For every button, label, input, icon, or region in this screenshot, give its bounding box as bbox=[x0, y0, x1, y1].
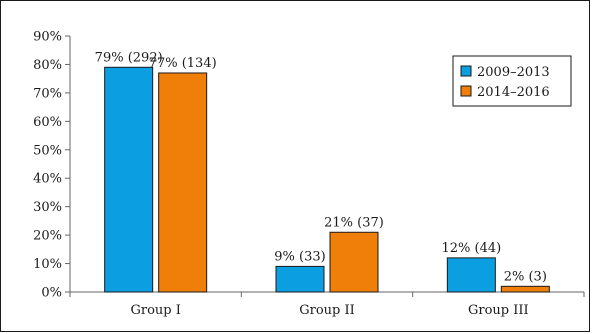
bar bbox=[446, 257, 496, 293]
y-tick-label: 50% bbox=[33, 143, 62, 158]
data-label: 79% (292) bbox=[95, 50, 163, 65]
legend-swatch bbox=[460, 65, 472, 77]
y-tick-label: 90% bbox=[33, 30, 62, 45]
legend-swatch bbox=[460, 85, 472, 97]
x-tick-label: Group II bbox=[299, 303, 355, 318]
x-tick-label: Group III bbox=[468, 303, 529, 318]
y-tick-label: 70% bbox=[33, 86, 62, 101]
y-tick-label: 60% bbox=[33, 115, 62, 130]
data-label: 12% (44) bbox=[441, 241, 501, 256]
legend-label: 2014–2016 bbox=[477, 85, 550, 100]
legend-box bbox=[452, 55, 572, 107]
x-tick-label: Group I bbox=[130, 303, 180, 318]
bar bbox=[104, 66, 154, 293]
data-label: 21% (37) bbox=[324, 215, 384, 230]
y-tick-label: 20% bbox=[33, 229, 62, 244]
bar bbox=[500, 285, 550, 293]
y-tick-label: 10% bbox=[33, 257, 62, 272]
data-label: 9% (33) bbox=[274, 249, 325, 264]
y-tick-label: 30% bbox=[33, 200, 62, 215]
data-labels: 79% (292) 9% (33) 12% (44) 77% (134) 21% (37… bbox=[95, 50, 547, 284]
bar bbox=[275, 265, 325, 293]
y-tick-label: 0% bbox=[41, 286, 62, 301]
bars bbox=[104, 66, 550, 293]
bar bbox=[329, 231, 379, 293]
y-tick-label: 40% bbox=[33, 172, 62, 187]
data-label: 2% (3) bbox=[504, 269, 547, 284]
y-tick-label: 80% bbox=[33, 58, 62, 73]
data-label: 77% (134) bbox=[149, 56, 217, 71]
bar bbox=[158, 72, 208, 293]
y-axis: 0% 10% 20% 30% 40% 50% 60% 70% 80% 90% bbox=[33, 30, 71, 301]
x-axis: Group I Group II Group III bbox=[69, 291, 585, 318]
legend-label: 2009–2013 bbox=[477, 65, 550, 80]
legend: 2009–2013 2014–2016 bbox=[452, 55, 572, 107]
